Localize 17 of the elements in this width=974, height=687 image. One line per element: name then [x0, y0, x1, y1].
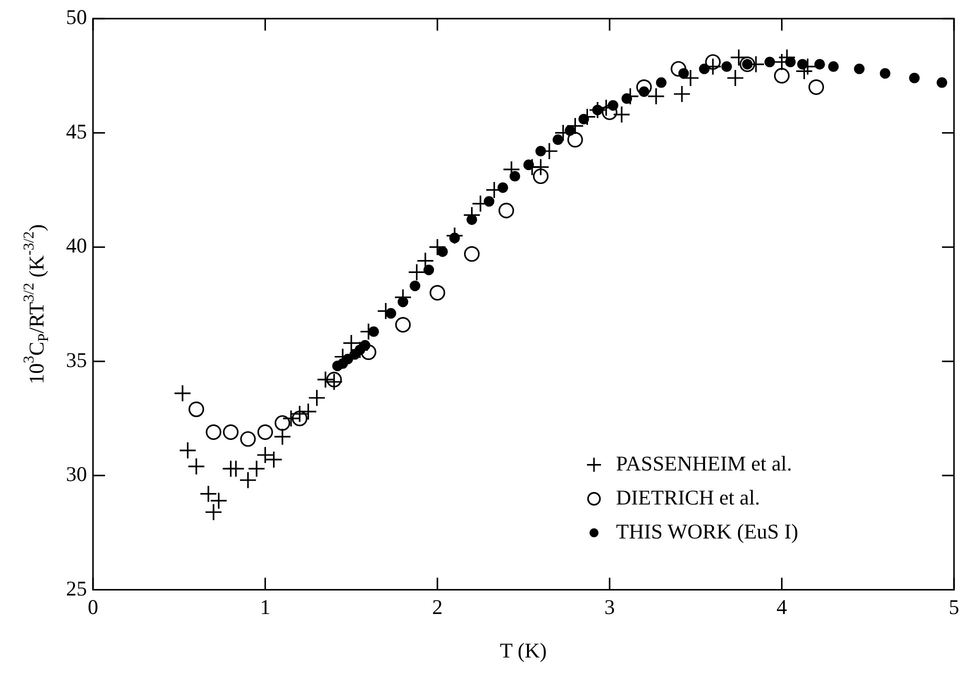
- y-tick-label: 50: [66, 5, 87, 30]
- x-tick-label: 3: [604, 594, 615, 619]
- y-tick-label: 35: [66, 348, 87, 372]
- legend-label: PASSENHEIM et al.: [616, 451, 792, 476]
- y-tick-label: 30: [66, 462, 87, 486]
- x-tick-label: 2: [432, 594, 443, 619]
- text: 103CP/RT3/2 (K-3/2): [22, 224, 52, 384]
- y-tick-label: 40: [66, 234, 87, 258]
- y-tick-label: 25: [66, 576, 87, 600]
- x-axis-title: T (K): [500, 638, 547, 662]
- legend-label: THIS WORK (EuS I): [616, 519, 798, 544]
- x-tick-label: 1: [260, 594, 270, 619]
- legend-label: DIETRICH et al.: [616, 485, 760, 510]
- y-tick-label: 45: [66, 119, 87, 144]
- x-tick-label: 4: [776, 594, 788, 619]
- x-tick-label: 0: [88, 594, 98, 619]
- x-tick-label: 5: [948, 594, 960, 619]
